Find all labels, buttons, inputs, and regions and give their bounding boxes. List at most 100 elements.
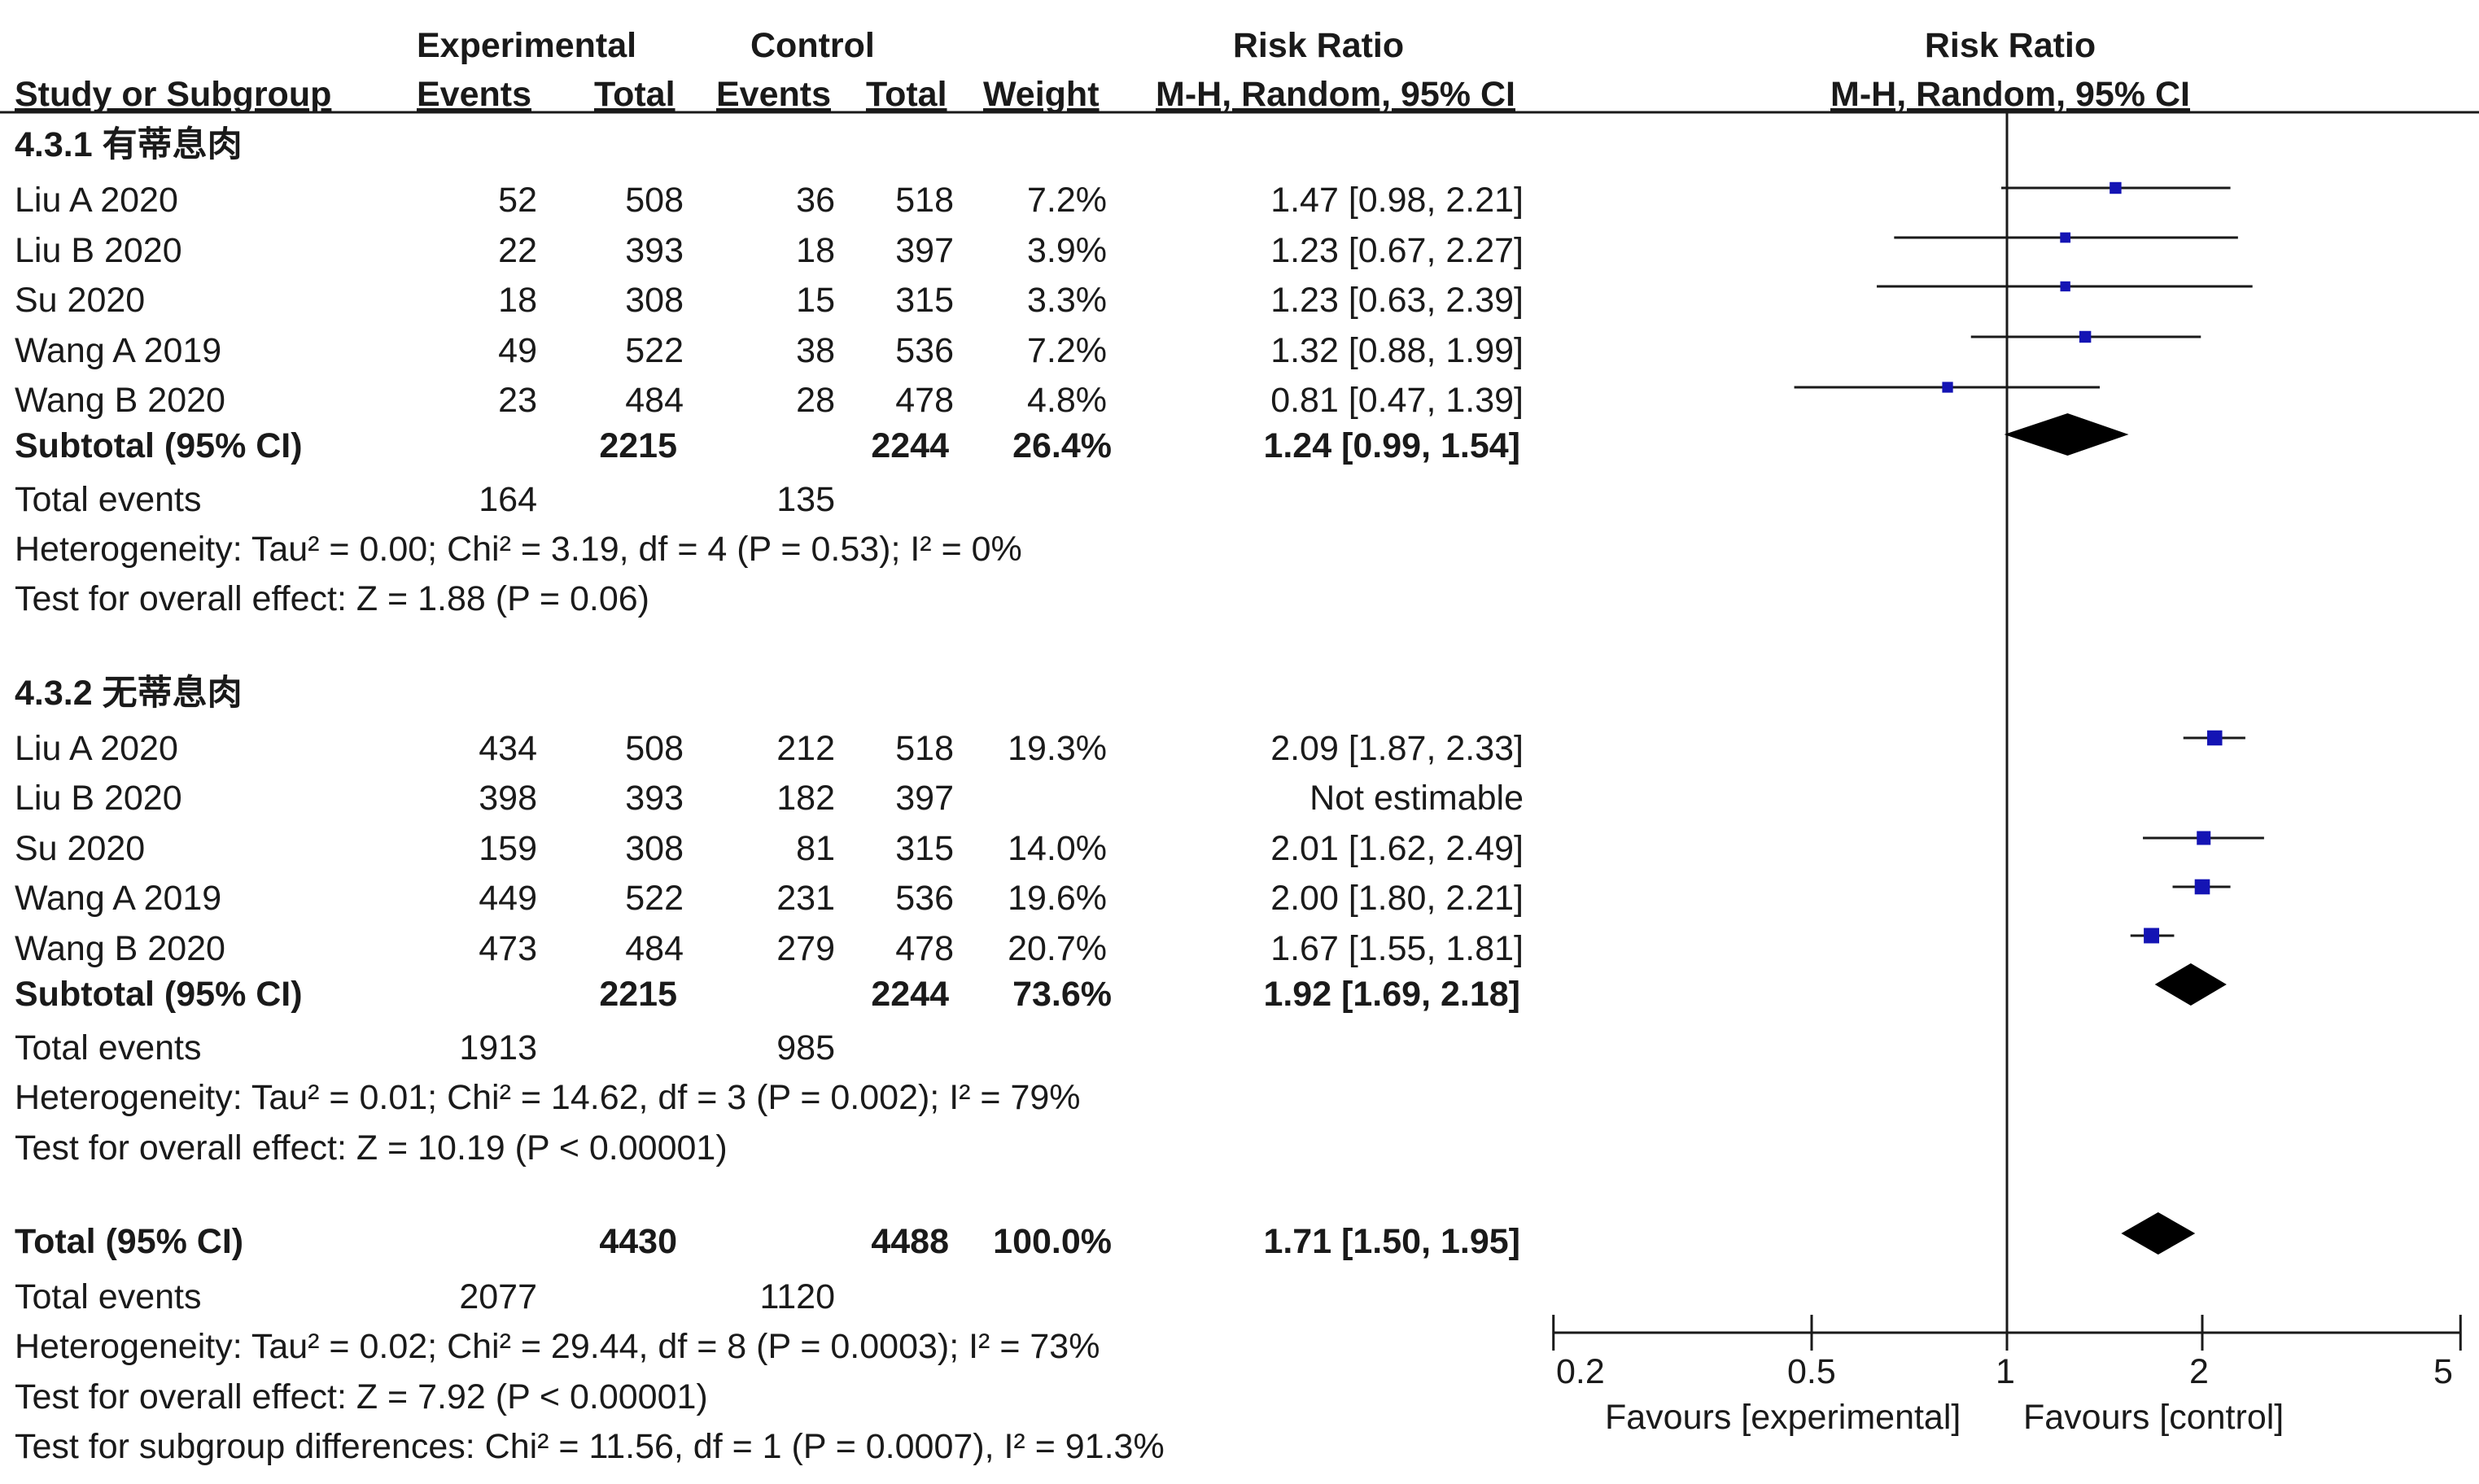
study-marker — [2144, 928, 2160, 944]
subtotal-weight: 26.4% — [1012, 426, 1112, 465]
study-name: Wang B 2020 — [15, 381, 225, 420]
total-events-label: Total events — [15, 1277, 202, 1316]
ctrl-events: 182 — [776, 779, 835, 818]
header-method-table: M-H, Random, 95% CI — [1156, 75, 1515, 114]
subtotal-weight: 73.6% — [1012, 975, 1112, 1014]
exp-total: 508 — [625, 181, 684, 220]
weight-value: 4.8% — [1026, 381, 1107, 420]
subtotal-ci: 1.24 [0.99, 1.54] — [1263, 426, 1520, 465]
forest-marks — [1552, 112, 2462, 1351]
summary-diamond — [2121, 1212, 2196, 1255]
exp-total: 308 — [625, 281, 684, 320]
axis-tick-label: 0.5 — [1787, 1352, 1836, 1391]
exp-total: 522 — [625, 331, 684, 370]
exp-events: 159 — [479, 829, 537, 868]
weight-value: 7.2% — [1026, 181, 1107, 220]
exp-total: 522 — [625, 879, 684, 918]
subtotal-ctrl-total: 2244 — [871, 975, 949, 1014]
exp-total: 393 — [625, 779, 684, 818]
study-marker — [2060, 281, 2070, 292]
header-weight: Weight — [983, 75, 1100, 114]
total-events-exp: 1913 — [459, 1028, 537, 1067]
weight-value: 7.2% — [1026, 331, 1107, 370]
header-ctrl-total: Total — [866, 75, 947, 114]
total-ci: 1.71 [1.50, 1.95] — [1263, 1222, 1520, 1261]
risk-ratio-ci: 1.67 [1.55, 1.81] — [1270, 929, 1524, 968]
ctrl-events: 212 — [776, 729, 835, 768]
study-marker — [2197, 831, 2211, 845]
exp-events: 449 — [479, 879, 537, 918]
ctrl-total: 315 — [895, 281, 954, 320]
axis-tick-label: 2 — [2189, 1352, 2209, 1391]
overall-effect-text: Test for overall effect: Z = 7.92 (P < 0… — [15, 1377, 708, 1416]
risk-ratio-ci: 1.23 [0.67, 2.27] — [1270, 231, 1524, 270]
exp-events: 23 — [498, 381, 537, 420]
heterogeneity-text: Heterogeneity: Tau² = 0.00; Chi² = 3.19,… — [15, 530, 1022, 569]
ctrl-events: 18 — [796, 231, 835, 270]
header-exp-events: Events — [417, 75, 532, 114]
study-name: Su 2020 — [15, 281, 146, 320]
total-events-ctrl: 135 — [776, 480, 835, 519]
study-name: Su 2020 — [15, 829, 146, 868]
ctrl-total: 478 — [895, 381, 954, 420]
ctrl-events: 38 — [796, 331, 835, 370]
axis-tick-label: 0.2 — [1556, 1352, 1605, 1391]
total-events-label: Total events — [15, 1028, 202, 1067]
study-marker — [1942, 382, 1953, 393]
study-marker — [2079, 330, 2092, 343]
study-name: Wang A 2019 — [15, 879, 222, 918]
ctrl-total: 315 — [895, 829, 954, 868]
header-ctrl-events: Events — [716, 75, 832, 114]
ctrl-total: 536 — [895, 331, 954, 370]
heterogeneity-text: Heterogeneity: Tau² = 0.01; Chi² = 14.62… — [15, 1078, 1081, 1117]
total-events-ctrl: 985 — [776, 1028, 835, 1067]
total-events-exp: 164 — [479, 480, 537, 519]
overall-effect-text: Test for overall effect: Z = 10.19 (P < … — [15, 1128, 728, 1168]
weight-value: 3.3% — [1026, 281, 1107, 320]
header-study: Study or Subgroup — [15, 75, 332, 114]
header-method-plot: M-H, Random, 95% CI — [1830, 75, 2190, 114]
risk-ratio-ci: 1.23 [0.63, 2.39] — [1270, 281, 1524, 320]
ctrl-events: 231 — [776, 879, 835, 918]
exp-events: 18 — [498, 281, 537, 320]
risk-ratio-ci: 1.47 [0.98, 2.21] — [1270, 181, 1524, 220]
ctrl-events: 28 — [796, 381, 835, 420]
exp-events: 49 — [498, 331, 537, 370]
study-name: Wang A 2019 — [15, 331, 222, 370]
weight-value: 3.9% — [1026, 231, 1107, 270]
risk-ratio-ci: 2.00 [1.80, 2.21] — [1270, 879, 1524, 918]
study-name: Liu A 2020 — [15, 181, 178, 220]
overall-effect-text: Test for overall effect: Z = 1.88 (P = 0… — [15, 579, 649, 618]
ctrl-events: 81 — [796, 829, 835, 868]
exp-events: 398 — [479, 779, 537, 818]
favours-experimental-label: Favours [experimental] — [1605, 1398, 1961, 1437]
ctrl-total: 518 — [895, 181, 954, 220]
exp-total: 393 — [625, 231, 684, 270]
risk-ratio-ci: 2.09 [1.87, 2.33] — [1270, 729, 1524, 768]
summary-diamond — [2004, 413, 2129, 456]
exp-total: 308 — [625, 829, 684, 868]
ctrl-total: 518 — [895, 729, 954, 768]
study-marker — [2206, 730, 2223, 746]
ctrl-total: 397 — [895, 231, 954, 270]
ctrl-events: 279 — [776, 929, 835, 968]
exp-total: 484 — [625, 929, 684, 968]
axis-tick-label: 1 — [1996, 1352, 2015, 1391]
exp-events: 52 — [498, 181, 537, 220]
exp-total: 508 — [625, 729, 684, 768]
header-risk-ratio-plot: Risk Ratio — [1924, 26, 2096, 65]
study-marker — [2060, 232, 2071, 243]
exp-total: 484 — [625, 381, 684, 420]
weight-value: 19.6% — [1008, 879, 1107, 918]
summary-diamond — [2154, 963, 2227, 1006]
study-marker — [2110, 181, 2122, 194]
weight-value: 14.0% — [1008, 829, 1107, 868]
study-name: Wang B 2020 — [15, 929, 225, 968]
study-name: Liu B 2020 — [15, 231, 182, 270]
favours-control-label: Favours [control] — [2023, 1398, 2284, 1437]
study-name: Liu B 2020 — [15, 779, 182, 818]
study-name: Liu A 2020 — [15, 729, 178, 768]
axis-tick-label: 5 — [2433, 1352, 2453, 1391]
subtotal-label: Subtotal (95% CI) — [15, 426, 303, 465]
